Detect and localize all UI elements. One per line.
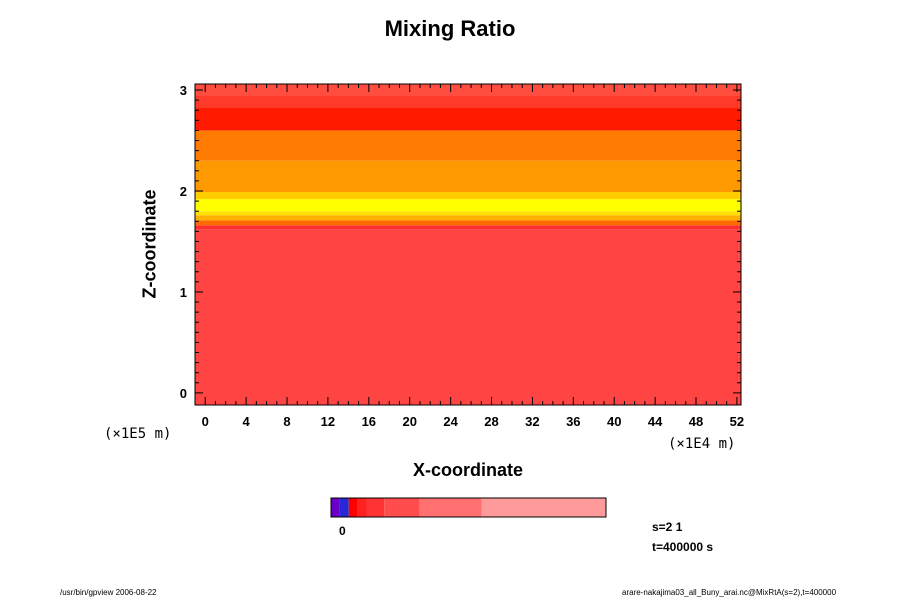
y-tick-label: 1	[180, 285, 187, 300]
contour-layer-8	[195, 130, 741, 161]
contour-layers	[195, 84, 741, 405]
x-tick-label: 4	[243, 414, 251, 429]
colorbar-segment-7	[481, 498, 606, 517]
x-axis-ticks: 0 4 8 12 16 20 24 28 32 36 40 44 48 52	[202, 84, 744, 429]
colorbar-segment-6	[419, 498, 482, 517]
t-annotation: t=400000 s	[652, 540, 714, 554]
contour-layer-3	[195, 215, 741, 221]
x-tick-label: 8	[283, 414, 290, 429]
x-tick-label: 24	[443, 414, 458, 429]
contour-layer-10	[195, 95, 741, 108]
y-tick-label: 3	[180, 83, 187, 98]
contour-layer-11	[195, 84, 741, 96]
contour-layer-6	[195, 192, 741, 200]
footer-right: arare-nakajima03_all_Buny_arai.nc@MixRtA…	[622, 588, 837, 597]
colorbar	[330, 497, 607, 518]
colorbar-border	[330, 497, 607, 518]
x-tick-label: 12	[321, 414, 335, 429]
contour-layer-7	[195, 160, 741, 193]
contour-layer-5	[195, 199, 741, 212]
x-tick-label: 28	[484, 414, 498, 429]
contour-layer-2	[195, 220, 741, 226]
colorbar-segment-2	[348, 498, 358, 517]
colorbar-segment-0	[331, 498, 340, 517]
x-tick-label: 44	[648, 414, 663, 429]
contour-layer-1	[195, 225, 741, 230]
contour-layer-4	[195, 211, 741, 216]
y-axis-ticks: 0 1 2 3	[180, 83, 741, 401]
x-axis-label: X-coordinate	[412, 460, 523, 480]
x-tick-label: 0	[202, 414, 209, 429]
colorbar-zero-label: 0	[339, 524, 346, 538]
footer-left: /usr/bin/gpview 2006-08-22	[60, 588, 157, 597]
x-tick-label: 40	[607, 414, 621, 429]
colorbar-segment-4	[366, 498, 385, 517]
x-tick-label: 36	[566, 414, 580, 429]
y-tick-label: 0	[180, 386, 187, 401]
y-tick-label: 2	[180, 184, 187, 199]
plot-border	[194, 83, 742, 406]
contour-layer-0	[195, 229, 741, 405]
contour-layer-9	[195, 107, 741, 131]
y-scale-label: (×1E5 m)	[104, 426, 172, 442]
x-tick-label: 48	[689, 414, 703, 429]
x-tick-label: 52	[730, 414, 744, 429]
colorbar-segment-5	[384, 498, 420, 517]
chart-title: Mixing Ratio	[384, 16, 516, 41]
plot-frame	[194, 83, 742, 406]
y-axis-label: Z-coordinate	[139, 189, 160, 299]
colorbar-segment-3	[357, 498, 367, 517]
x-tick-label: 32	[525, 414, 539, 429]
colorbar-segment-1	[339, 498, 349, 517]
x-scale-label: (×1E4 m)	[668, 436, 736, 452]
x-tick-label: 16	[362, 414, 376, 429]
x-tick-label: 20	[402, 414, 416, 429]
s-annotation: s=2 1	[652, 520, 683, 534]
